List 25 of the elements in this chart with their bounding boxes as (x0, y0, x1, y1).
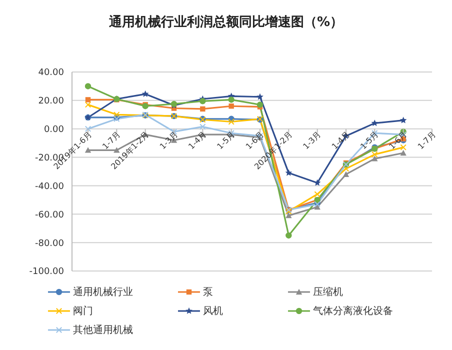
legend-label: 通用机械行业 (72, 286, 134, 299)
y-tick-label: -40.00 (34, 182, 64, 192)
legend-label: 风机 (202, 304, 224, 318)
y-tick-label: 0.00 (44, 125, 64, 136)
x-tick-label: 1-5月 (215, 130, 237, 152)
x-tick-label: 1-6月 (387, 130, 409, 152)
y-tick-label: -60.00 (34, 210, 64, 220)
legend-label: 其他通用机械 (72, 324, 134, 337)
y-tick-label: 40.00 (38, 68, 64, 78)
legend-label: 气体分离液化设备 (312, 304, 394, 318)
x-tick-label: 1-5月 (358, 130, 380, 152)
x-tick-label: 1-4月 (330, 130, 352, 152)
chart-title: 通用机械行业利润总额同比增速图（%） (108, 14, 344, 32)
x-tick-label: 1-4月 (186, 130, 208, 152)
legend-label: 压缩机 (312, 286, 344, 299)
legend-label: 泵 (202, 286, 214, 299)
x-tick-label: 1-7月 (100, 130, 122, 152)
x-tick-label: 1-7月 (416, 130, 438, 152)
legend-label: 阀门 (72, 304, 94, 318)
y-tick-label: -80.00 (34, 238, 64, 249)
y-tick-label: 20.00 (38, 96, 64, 107)
x-tick-label: 1-3月 (158, 130, 180, 152)
y-tick-label: -100.00 (29, 267, 64, 278)
x-tick-label: 1-3月 (301, 130, 323, 152)
x-tick-label: 1-6月 (244, 130, 266, 152)
